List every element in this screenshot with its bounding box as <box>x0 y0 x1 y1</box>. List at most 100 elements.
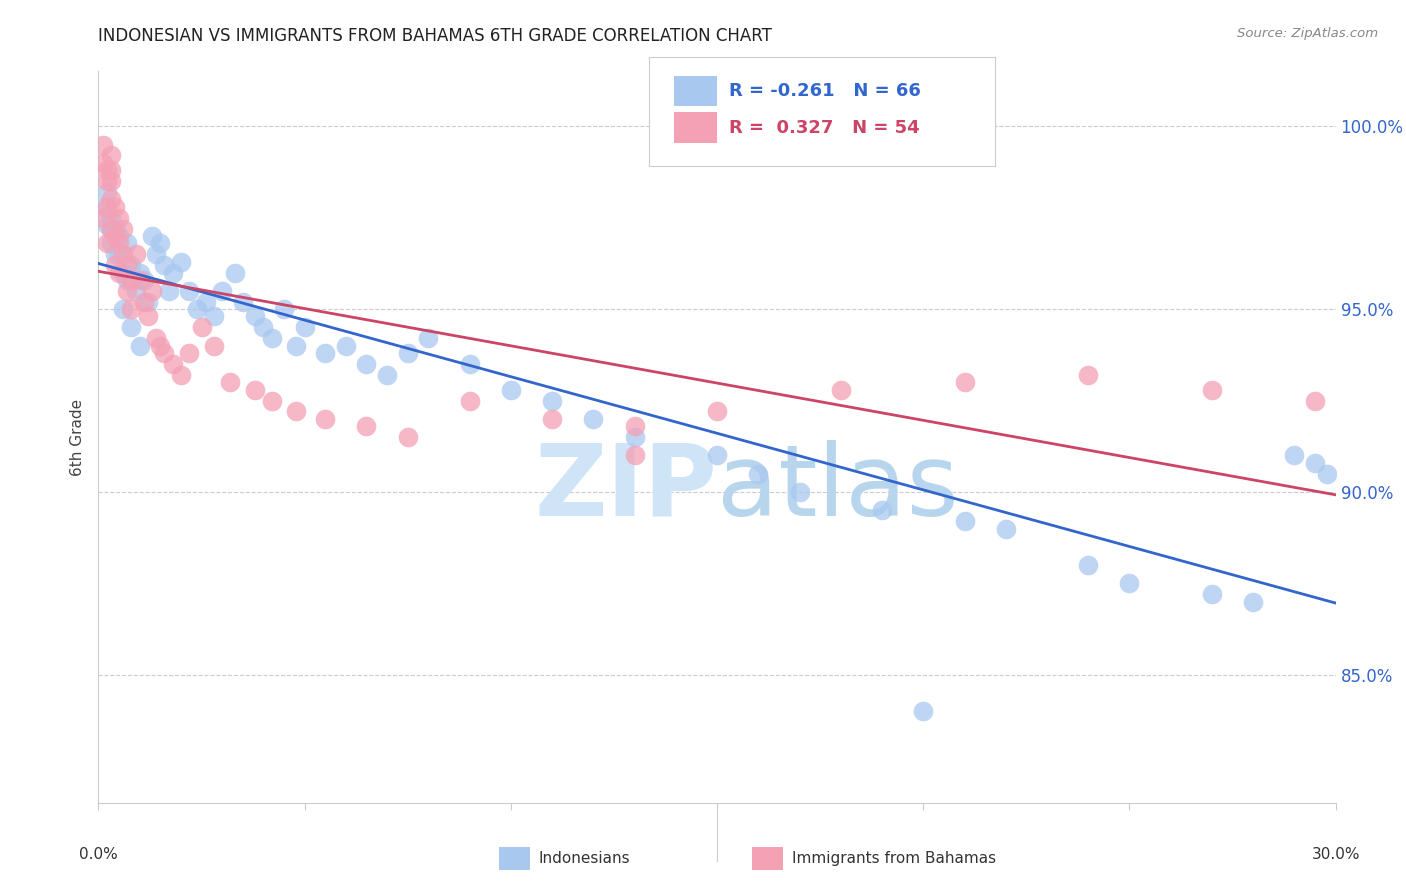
Point <box>132 294 155 309</box>
Point <box>128 273 150 287</box>
Point <box>108 247 131 261</box>
Point <box>285 339 308 353</box>
Point <box>1316 467 1339 481</box>
Point <box>149 339 172 353</box>
Point <box>1303 393 1326 408</box>
Point <box>117 236 139 251</box>
Point <box>179 346 201 360</box>
Text: Indonesians: Indonesians <box>538 852 630 866</box>
Text: 30.0%: 30.0% <box>1312 847 1360 862</box>
Point <box>132 273 155 287</box>
Point <box>100 163 122 178</box>
Point <box>224 265 246 279</box>
Point <box>1201 587 1223 601</box>
Point <box>100 174 122 188</box>
Point <box>499 383 522 397</box>
Point <box>141 228 163 243</box>
Point <box>789 484 811 499</box>
Point <box>91 211 114 225</box>
Point <box>100 236 122 251</box>
Point <box>623 448 645 462</box>
Point <box>104 200 127 214</box>
FancyBboxPatch shape <box>650 57 995 167</box>
Text: 0.0%: 0.0% <box>79 847 118 862</box>
Point <box>100 221 122 235</box>
Point <box>314 411 336 425</box>
Point <box>1077 558 1099 573</box>
Point <box>194 294 217 309</box>
Point <box>128 339 150 353</box>
Point <box>202 310 225 324</box>
Point <box>157 284 180 298</box>
Point <box>145 331 167 345</box>
Point <box>1077 368 1099 382</box>
Point <box>112 221 135 235</box>
Point <box>108 265 131 279</box>
Point <box>108 228 131 243</box>
Point <box>912 704 935 718</box>
Point <box>830 383 852 397</box>
Text: R =  0.327   N = 54: R = 0.327 N = 54 <box>730 119 920 136</box>
Point <box>112 301 135 317</box>
Text: Immigrants from Bahamas: Immigrants from Bahamas <box>792 852 995 866</box>
Point <box>458 357 481 371</box>
Point <box>91 155 114 169</box>
Point <box>100 148 122 162</box>
Text: R = -0.261   N = 66: R = -0.261 N = 66 <box>730 82 921 100</box>
Point <box>149 236 172 251</box>
Point <box>112 265 135 279</box>
Point <box>1201 383 1223 397</box>
Point <box>117 284 139 298</box>
Text: ZIP: ZIP <box>534 440 717 537</box>
Point <box>104 221 127 235</box>
Point <box>953 514 976 528</box>
Point <box>953 375 976 389</box>
Point <box>104 228 127 243</box>
Point <box>145 247 167 261</box>
Point <box>124 284 146 298</box>
Point <box>120 301 142 317</box>
Point <box>124 247 146 261</box>
Point <box>747 467 769 481</box>
Point <box>120 320 142 334</box>
Point <box>623 430 645 444</box>
Point <box>232 294 254 309</box>
Point <box>91 200 114 214</box>
Point <box>91 137 114 152</box>
Point <box>136 294 159 309</box>
Point <box>170 254 193 268</box>
Point <box>153 346 176 360</box>
Point <box>541 393 564 408</box>
Text: Source: ZipAtlas.com: Source: ZipAtlas.com <box>1237 27 1378 40</box>
Point <box>252 320 274 334</box>
Point <box>100 211 122 225</box>
Point <box>162 357 184 371</box>
Point <box>623 419 645 434</box>
Point <box>108 236 131 251</box>
Point <box>375 368 398 382</box>
Point <box>396 430 419 444</box>
Point <box>219 375 242 389</box>
Point <box>186 301 208 317</box>
Point <box>104 247 127 261</box>
Point <box>96 185 118 199</box>
Point <box>96 163 118 178</box>
Point <box>117 258 139 272</box>
Point <box>179 284 201 298</box>
Point <box>396 346 419 360</box>
Point <box>243 310 266 324</box>
Point <box>117 273 139 287</box>
Point <box>294 320 316 334</box>
Point <box>108 211 131 225</box>
Point <box>136 310 159 324</box>
Point <box>153 258 176 272</box>
Point <box>994 521 1017 535</box>
Point <box>120 273 142 287</box>
Point <box>1118 576 1140 591</box>
Point <box>260 331 283 345</box>
Point <box>162 265 184 279</box>
Y-axis label: 6th Grade: 6th Grade <box>70 399 86 475</box>
Text: atlas: atlas <box>717 440 959 537</box>
Point <box>120 258 142 272</box>
Point <box>170 368 193 382</box>
